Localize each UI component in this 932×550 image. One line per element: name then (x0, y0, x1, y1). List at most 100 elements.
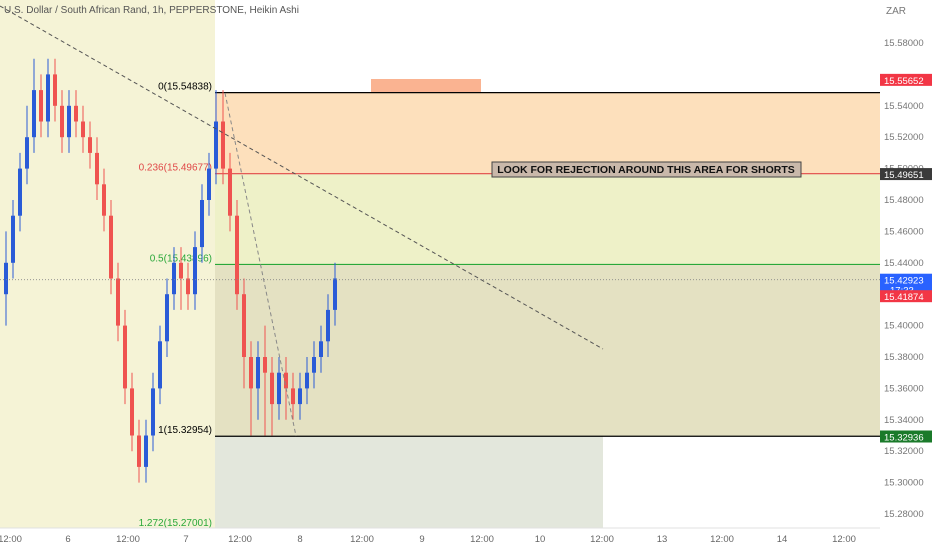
fib-label-0: 0(15.54838) (158, 82, 212, 93)
candle-body (333, 278, 337, 310)
price-tick-label: 15.40000 (884, 321, 924, 332)
candle-body (249, 357, 253, 389)
price-badge-label: 15.41874 (884, 292, 924, 303)
price-tick-label: 15.46000 (884, 226, 924, 237)
price-badge-label: 15.55652 (884, 76, 924, 87)
candle-body (39, 90, 43, 122)
candle-body (4, 262, 8, 295)
candle-body (116, 278, 120, 326)
candle-body (88, 137, 92, 153)
time-tick-label: 12:00 (350, 534, 374, 545)
candle-body (291, 388, 295, 405)
candle-body (326, 309, 330, 342)
price-tick-label: 15.28000 (884, 509, 924, 520)
price-badge[interactable] (880, 168, 932, 181)
candle-body (263, 357, 267, 373)
candle-body (228, 168, 232, 216)
candle-body (298, 388, 302, 405)
candle-body (109, 215, 113, 279)
candle-body (165, 294, 169, 342)
time-tick-label: 13 (657, 534, 668, 545)
time-tick-label: 12:00 (0, 534, 22, 545)
candle-body (235, 215, 239, 295)
candle-body (11, 215, 15, 263)
candle-body (193, 247, 197, 295)
time-tick-label: 12:00 (228, 534, 252, 545)
candle-body (221, 121, 225, 169)
price-tick-label: 15.34000 (884, 415, 924, 426)
price-badge[interactable] (880, 73, 932, 86)
candle-body (130, 388, 134, 436)
symbol-title: U.S. Dollar / South African Rand, 1h, PE… (4, 5, 299, 16)
candle-body (200, 200, 204, 248)
candle-body (214, 121, 218, 169)
candle-body (151, 388, 155, 436)
trendline-main (0, 5, 604, 350)
fib-band-05-1 (215, 264, 880, 437)
candle-body (18, 168, 22, 216)
candle-body (81, 121, 85, 138)
candle-body (60, 105, 64, 138)
fib-band-0236-05 (215, 173, 880, 265)
price-tick-label: 15.32000 (884, 446, 924, 457)
time-tick-label: 7 (183, 534, 188, 545)
time-tick-label: 8 (297, 534, 302, 545)
currency-label: ZAR (886, 6, 906, 17)
candle-body (305, 372, 309, 389)
price-badge-label: 15.42923 (884, 276, 924, 287)
candle-body (123, 325, 127, 389)
candle-body (74, 105, 78, 122)
candle-body (319, 341, 323, 357)
candle-body (242, 294, 246, 357)
time-tick-label: 12:00 (832, 534, 856, 545)
price-tick-label: 15.36000 (884, 383, 924, 394)
candle-body (186, 278, 190, 295)
price-badge[interactable] (880, 290, 932, 303)
candle-body (172, 262, 176, 295)
candle-body (158, 341, 162, 389)
time-tick-label: 12:00 (116, 534, 140, 545)
time-tick-label: 14 (777, 534, 788, 545)
price-tick-label: 15.48000 (884, 195, 924, 206)
price-tick-label: 15.52000 (884, 132, 924, 143)
price-badge-label: 15.32936 (884, 433, 924, 444)
candle-body (144, 435, 148, 467)
candle-body (284, 372, 288, 389)
fib-band-blank (603, 436, 880, 528)
price-tick-label: 15.58000 (884, 38, 924, 49)
time-tick-label: 12:00 (710, 534, 734, 545)
fib-label-1: 0.236(15.49677) (139, 163, 212, 174)
candle-body (179, 262, 183, 279)
candle-body (277, 372, 281, 405)
candle-body (95, 152, 99, 185)
candle-body (53, 74, 57, 106)
time-tick-label: 12:00 (470, 534, 494, 545)
trendline-steep (224, 92, 297, 437)
price-tick-label: 15.44000 (884, 258, 924, 269)
fib-band-1-1272 (215, 436, 603, 528)
time-tick-label: 6 (65, 534, 70, 545)
candle-body (25, 137, 29, 169)
price-tick-label: 15.30000 (884, 478, 924, 489)
rejection-note-box[interactable] (491, 161, 802, 178)
time-axis-bg (0, 528, 880, 550)
time-tick-label: 12:00 (590, 534, 614, 545)
price-badge[interactable] (880, 430, 932, 443)
candle-body (312, 357, 316, 373)
candle-body (137, 435, 141, 467)
fib-label-4: 1.272(15.27001) (139, 518, 212, 529)
candle-body (102, 184, 106, 216)
candle-body (207, 168, 211, 200)
chart-header: U.S. Dollar / South African Rand, 1h, PE… (4, 5, 299, 16)
fib-band-0-0236 (215, 92, 880, 174)
candle-body (67, 105, 71, 138)
price-badge-label: 15.49651 (884, 170, 924, 181)
candle-body (270, 372, 274, 405)
candle-body (256, 357, 260, 389)
rejection-note-label: LOOK FOR REJECTION AROUND THIS AREA FOR … (497, 164, 795, 176)
fib-label-3: 1(15.32954) (158, 425, 212, 436)
price-tick-label: 15.54000 (884, 101, 924, 112)
candle-body (32, 90, 36, 138)
